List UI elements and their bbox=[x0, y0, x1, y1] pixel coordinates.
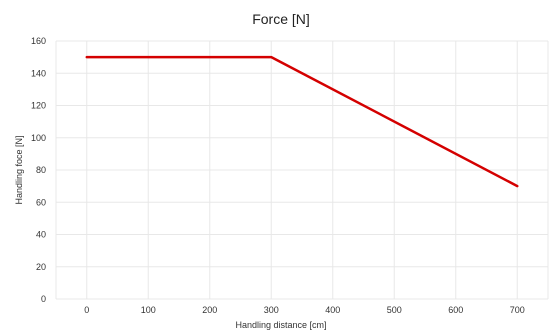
y-tick-label: 0 bbox=[41, 294, 46, 304]
force-series-line bbox=[85, 55, 519, 188]
series-layer bbox=[85, 55, 519, 188]
y-tick-label: 60 bbox=[36, 197, 46, 207]
x-axis-ticks: 0 100 200 300 400 500 600 700 bbox=[84, 305, 525, 315]
x-tick-label: 100 bbox=[141, 305, 156, 315]
y-tick-label: 100 bbox=[31, 133, 46, 143]
y-axis-label: Handling foce [N] bbox=[14, 135, 24, 204]
x-axis-label: Handling distance [cm] bbox=[235, 320, 326, 330]
x-tick-label: 500 bbox=[387, 305, 402, 315]
grid-lines bbox=[55, 40, 549, 300]
y-tick-label: 80 bbox=[36, 165, 46, 175]
x-tick-label: 300 bbox=[264, 305, 279, 315]
y-tick-label: 120 bbox=[31, 101, 46, 111]
chart-title: Force [N] bbox=[252, 11, 310, 27]
y-tick-label: 20 bbox=[36, 262, 46, 272]
x-tick-label: 400 bbox=[325, 305, 340, 315]
x-tick-label: 600 bbox=[448, 305, 463, 315]
y-tick-label: 160 bbox=[31, 36, 46, 46]
x-tick-label: 700 bbox=[510, 305, 525, 315]
x-tick-label: 0 bbox=[84, 305, 89, 315]
y-axis-ticks: 0 20 40 60 80 100 120 140 160 bbox=[31, 36, 46, 304]
y-tick-label: 40 bbox=[36, 230, 46, 240]
y-tick-label: 140 bbox=[31, 68, 46, 78]
x-tick-label: 200 bbox=[202, 305, 217, 315]
